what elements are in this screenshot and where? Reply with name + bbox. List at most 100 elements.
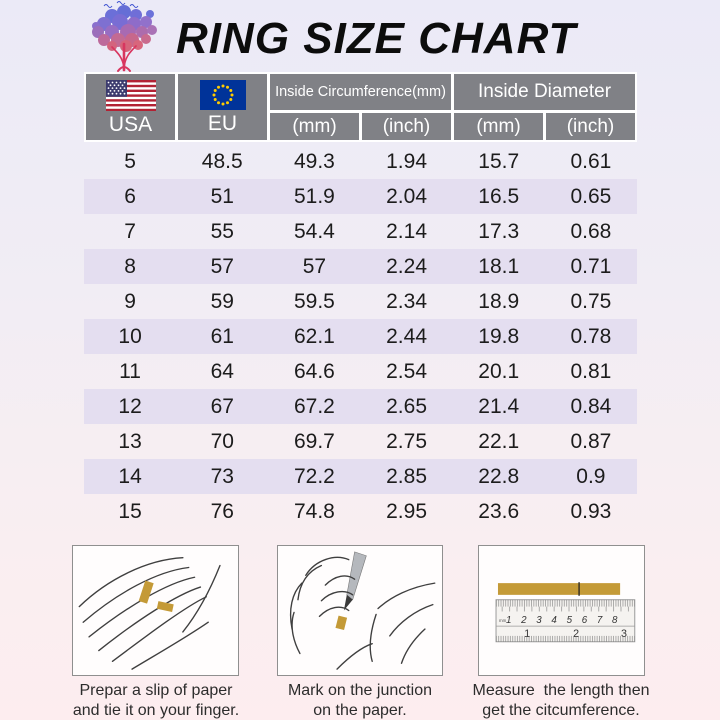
cell-circ-mm: 57 [302, 254, 327, 278]
instruction-box-measure: 1 2 3 4 5 6 7 8 mm 1 2 3 [478, 545, 645, 676]
caption-mark: Mark on the junction on the paper. [250, 681, 470, 720]
table-row: 13 70 69.7 2.75 22.1 0.87 [84, 424, 637, 459]
header-usa-label: USA [108, 112, 153, 136]
cell-circ-inch: 2.44 [386, 324, 427, 348]
cell-usa-size: 8 [124, 254, 136, 278]
cell-diam-mm: 19.8 [478, 324, 520, 348]
table-row: 10 61 62.1 2.44 19.8 0.78 [84, 319, 637, 354]
ruler-cm-1: 1 [506, 615, 511, 626]
cell-circ-mm: 69.7 [293, 429, 335, 453]
cell-diam-mm: 20.1 [478, 359, 520, 383]
usa-flag-icon [105, 79, 156, 111]
table-row: 12 67 67.2 2.65 21.4 0.84 [84, 389, 637, 424]
cell-circ-inch: 2.65 [386, 394, 427, 418]
cell-diam-mm: 22.8 [478, 464, 520, 488]
cell-circ-mm: 72.2 [293, 464, 335, 488]
ruler-illustration: 1 2 3 4 5 6 7 8 mm 1 2 3 [495, 582, 636, 643]
cell-eu-size: 64 [210, 359, 234, 383]
ruler-cm-2: 2 [520, 615, 527, 626]
cell-circ-mm: 59.5 [293, 289, 335, 313]
cell-diam-inch: 0.84 [570, 394, 612, 418]
ruler-cm-5: 5 [567, 615, 573, 626]
header-circ-mm: (mm) [270, 113, 359, 140]
hand-illustration [78, 557, 221, 670]
cell-eu-size: 67 [210, 394, 234, 418]
caption-measure: Measure the length then get the citcumfe… [451, 681, 671, 720]
tree-trunk [111, 42, 137, 72]
cell-usa-size: 5 [124, 149, 136, 173]
marking-illustration [289, 551, 436, 670]
header-inside-circumference: Inside Circumference(mm) [270, 74, 451, 110]
cell-diam-inch: 0.61 [570, 149, 612, 173]
cell-diam-mm: 16.5 [478, 184, 520, 208]
cell-diam-inch: 0.68 [570, 219, 612, 243]
tree-logo [92, 1, 157, 72]
cell-diam-inch: 0.71 [570, 254, 612, 278]
tree-birds [103, 1, 139, 8]
cell-diam-mm: 21.4 [478, 394, 520, 418]
cell-circ-mm: 64.6 [293, 359, 335, 383]
cell-diam-inch: 0.78 [570, 324, 612, 348]
cell-diam-inch: 0.81 [570, 359, 612, 383]
caption-line: Mark on the junction [287, 682, 433, 699]
header-usa: USA [86, 74, 175, 140]
table-row: 5 48.5 49.3 1.94 15.7 0.61 [84, 144, 637, 179]
cell-usa-size: 6 [124, 184, 136, 208]
cell-usa-size: 13 [118, 429, 142, 453]
ruler-unit-label: mm [499, 618, 507, 623]
cell-circ-mm: 54.4 [293, 219, 335, 243]
header-inside-diameter: Inside Diameter [454, 74, 635, 110]
ruler-inch-3: 3 [621, 628, 627, 640]
cell-eu-size: 73 [210, 464, 234, 488]
instruction-box-paper [72, 545, 239, 676]
cell-eu-size: 57 [210, 254, 234, 278]
cell-diam-inch: 0.65 [570, 184, 612, 208]
caption-line: and tie it on your finger. [72, 701, 240, 719]
cell-circ-mm: 51.9 [293, 184, 335, 208]
table-row: 15 76 74.8 2.95 23.6 0.93 [84, 494, 637, 529]
cell-circ-inch: 2.54 [386, 359, 427, 383]
cell-eu-size: 55 [210, 219, 234, 243]
table-body: 5 48.5 49.3 1.94 15.7 0.61 6 51 51.9 2.04 16.5 0.6… [84, 144, 637, 529]
cell-usa-size: 14 [118, 464, 142, 488]
cell-circ-inch: 1.94 [386, 149, 427, 173]
cell-diam-mm: 23.6 [478, 499, 520, 523]
cell-circ-inch: 2.04 [386, 184, 427, 208]
cell-eu-size: 48.5 [201, 149, 243, 173]
cell-circ-inch: 2.14 [386, 219, 427, 243]
table-row: 6 51 51.9 2.04 16.5 0.65 [84, 179, 637, 214]
ruler-cm-4: 4 [551, 615, 557, 626]
cell-circ-inch: 2.75 [386, 429, 427, 453]
ruler-cm-7: 7 [597, 615, 603, 626]
cell-diam-inch: 0.75 [570, 289, 612, 313]
header-diam-mm: (mm) [454, 113, 543, 140]
cell-diam-inch: 0.87 [570, 429, 612, 453]
page-title: RING SIZE CHART [176, 14, 577, 63]
header-eu-label: EU [207, 112, 238, 135]
table-row: 14 73 72.2 2.85 22.8 0.9 [84, 459, 637, 494]
cell-eu-size: 61 [210, 324, 234, 348]
cell-diam-mm: 18.1 [478, 254, 520, 278]
cell-usa-size: 9 [124, 289, 136, 313]
cell-diam-inch: 0.93 [570, 499, 612, 523]
tree-crown [92, 5, 157, 52]
table-row: 8 57 57 2.24 18.1 0.71 [84, 249, 637, 284]
cell-usa-size: 12 [118, 394, 142, 418]
table-header: USA EU Inside Circumference(mm) Inside D… [84, 72, 637, 142]
cell-circ-inch: 2.85 [386, 464, 427, 488]
ruler-inch-2: 2 [573, 628, 579, 640]
ruler-cm-8: 8 [612, 615, 618, 626]
cell-eu-size: 51 [210, 184, 234, 208]
caption-line: get the citcumference. [482, 701, 640, 719]
header-diam-inch: (inch) [546, 113, 635, 140]
table-row: 9 59 59.5 2.34 18.9 0.75 [84, 284, 637, 319]
table-row: 11 64 64.6 2.54 20.1 0.81 [84, 354, 637, 389]
instruction-box-mark [277, 545, 443, 676]
caption-line: on the paper. [313, 701, 407, 719]
caption-line: Prepar a slip of paper [79, 682, 233, 699]
cell-circ-mm: 62.1 [293, 324, 335, 348]
cell-circ-inch: 2.24 [386, 254, 427, 278]
cell-diam-mm: 17.3 [478, 219, 520, 243]
cell-circ-inch: 2.34 [386, 289, 427, 313]
cell-diam-mm: 18.9 [478, 289, 520, 313]
